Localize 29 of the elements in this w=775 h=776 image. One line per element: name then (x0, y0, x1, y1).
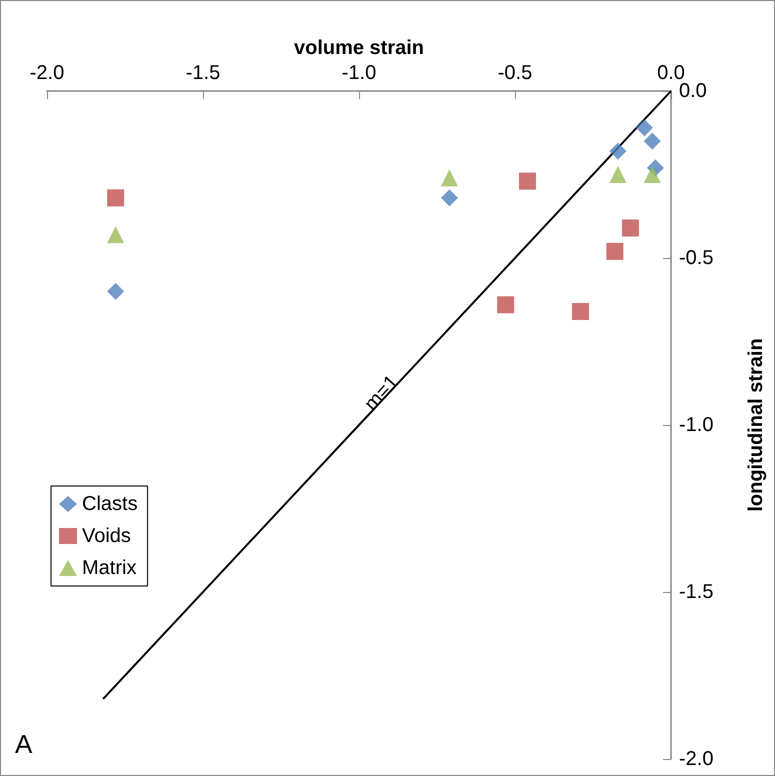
point (440, 169, 458, 186)
point (572, 302, 590, 320)
legend-label: Voids (82, 525, 131, 547)
point (107, 189, 124, 206)
point (440, 189, 458, 206)
x-tick-label: -0.5 (498, 62, 532, 84)
y-tick-label: -1.5 (679, 581, 714, 603)
legend-label: Clasts (82, 493, 138, 515)
y-tick-label: -1.0 (679, 414, 714, 436)
point (644, 132, 661, 150)
point (107, 282, 124, 300)
point (518, 172, 536, 190)
x-tick-label: -1.5 (186, 62, 220, 84)
point (644, 166, 661, 183)
point (497, 296, 514, 314)
y-axis-title: longitudinal strain (745, 338, 767, 512)
point (609, 142, 626, 160)
x-tick-label: -1.0 (342, 62, 376, 84)
point (107, 226, 124, 244)
x-tick-label: -2.0 (30, 62, 64, 84)
point (636, 119, 653, 136)
y-tick-label: -2.0 (679, 748, 714, 770)
text: A (15, 729, 33, 759)
point (606, 242, 624, 260)
legend-label: Matrix (82, 557, 136, 579)
point (622, 219, 639, 236)
y-tick-label: -0.5 (679, 247, 714, 269)
x-axis-title: volume strain (294, 37, 424, 60)
point (609, 166, 626, 183)
